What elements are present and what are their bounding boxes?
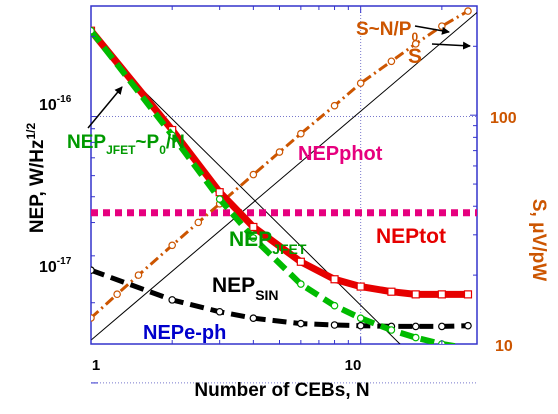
plot-frame [90, 5, 478, 345]
point-eph-7 [388, 397, 394, 403]
series-line-S [91, 9, 469, 320]
point-sin-0 [91, 266, 95, 274]
point-jfet-7 [387, 326, 396, 334]
y-left-axis-title: NEP, W/Hz1/2 [24, 123, 48, 234]
gridlines [91, 6, 477, 384]
point-S-2 [134, 271, 143, 279]
annotation-nep-phot: NEPphot [298, 143, 383, 165]
point-eph-3 [250, 401, 256, 407]
point-S-1 [113, 290, 121, 299]
point-eph-5 [331, 403, 337, 409]
annotation-s-fit: S~N/P0 [356, 19, 418, 44]
point-tot-8 [411, 290, 420, 299]
arrow-s [431, 41, 471, 50]
point-tot-6 [356, 282, 365, 291]
point-tot-4 [296, 257, 305, 266]
y-right-axis-title: S, μV/pW [528, 199, 549, 281]
tick-marks [90, 5, 477, 384]
point-jfet-6 [356, 314, 365, 322]
arrow-s-fit [414, 25, 450, 35]
series-group [88, 7, 477, 410]
point-sin-4 [297, 319, 305, 328]
point-tot-2 [215, 188, 224, 197]
point-tot-9 [437, 290, 446, 299]
point-jfet-1 [168, 131, 176, 140]
point-jfet-5 [330, 301, 339, 310]
point-tot-5 [330, 275, 339, 284]
series-line-sin [91, 267, 469, 329]
annotation-nep-sin: NEPSIN [212, 274, 279, 303]
point-S-4 [194, 218, 203, 227]
point-jfet-8 [411, 333, 420, 342]
annotation-nep-jfet-fit: NEPJFET~P0/N [67, 132, 185, 157]
point-S-8 [297, 129, 305, 138]
point-sin-8 [411, 322, 420, 331]
point-S-7 [275, 148, 284, 156]
point-S-10 [356, 79, 365, 87]
point-S-9 [330, 101, 339, 110]
point-eph-6 [357, 401, 363, 407]
annotation-nep-eph: NEPe-ph [143, 322, 226, 344]
point-sin-5 [330, 321, 339, 329]
annotation-nep-jfet: NEPJFET [229, 228, 307, 257]
point-eph-10 [465, 382, 471, 388]
point-jfet-10 [465, 345, 471, 351]
point-S-14 [464, 7, 472, 15]
x-tick-label-10: 10 [345, 357, 362, 374]
point-jfet-2 [215, 195, 224, 203]
point-tot-3 [249, 222, 258, 232]
point-sin-3 [249, 314, 258, 322]
arrow-nep-jfet-fit [87, 86, 123, 129]
point-S-13 [438, 22, 446, 30]
point-eph-9 [439, 388, 445, 394]
point-S-3 [168, 241, 176, 250]
point-eph-1 [169, 396, 175, 402]
point-sin-2 [215, 307, 224, 316]
y-left-tick-label-1e-17: 10-17 [39, 256, 72, 276]
point-S-0 [91, 314, 95, 322]
point-S-12 [411, 40, 420, 48]
point-sin-1 [168, 296, 176, 304]
annotation-s: S [408, 45, 422, 68]
series-line-fitJ [112, 59, 401, 344]
annotation-nep-tot: NEPtot [376, 225, 446, 248]
point-jfet-4 [297, 280, 305, 288]
series-line-fitS [91, 12, 477, 341]
y-left-tick-label-1e-16: 10-16 [39, 94, 72, 114]
x-axis-title: Number of CEBs, N [194, 380, 369, 401]
point-eph-0 [88, 384, 94, 390]
point-eph-8 [413, 393, 419, 399]
point-sin-10 [464, 321, 472, 330]
point-eph-4 [298, 404, 304, 410]
y-right-tick-label-10: 10 [495, 338, 513, 355]
point-jfet-3 [249, 234, 258, 242]
y-right-tick-label-100: 100 [490, 110, 517, 127]
point-jfet-0 [91, 26, 95, 35]
point-S-6 [249, 170, 258, 179]
x-tick-label-1: 1 [92, 357, 100, 374]
point-tot-7 [387, 287, 396, 296]
point-sin-6 [356, 321, 365, 330]
point-tot-10 [463, 290, 473, 299]
point-S-11 [387, 57, 396, 66]
point-sin-9 [438, 322, 446, 331]
